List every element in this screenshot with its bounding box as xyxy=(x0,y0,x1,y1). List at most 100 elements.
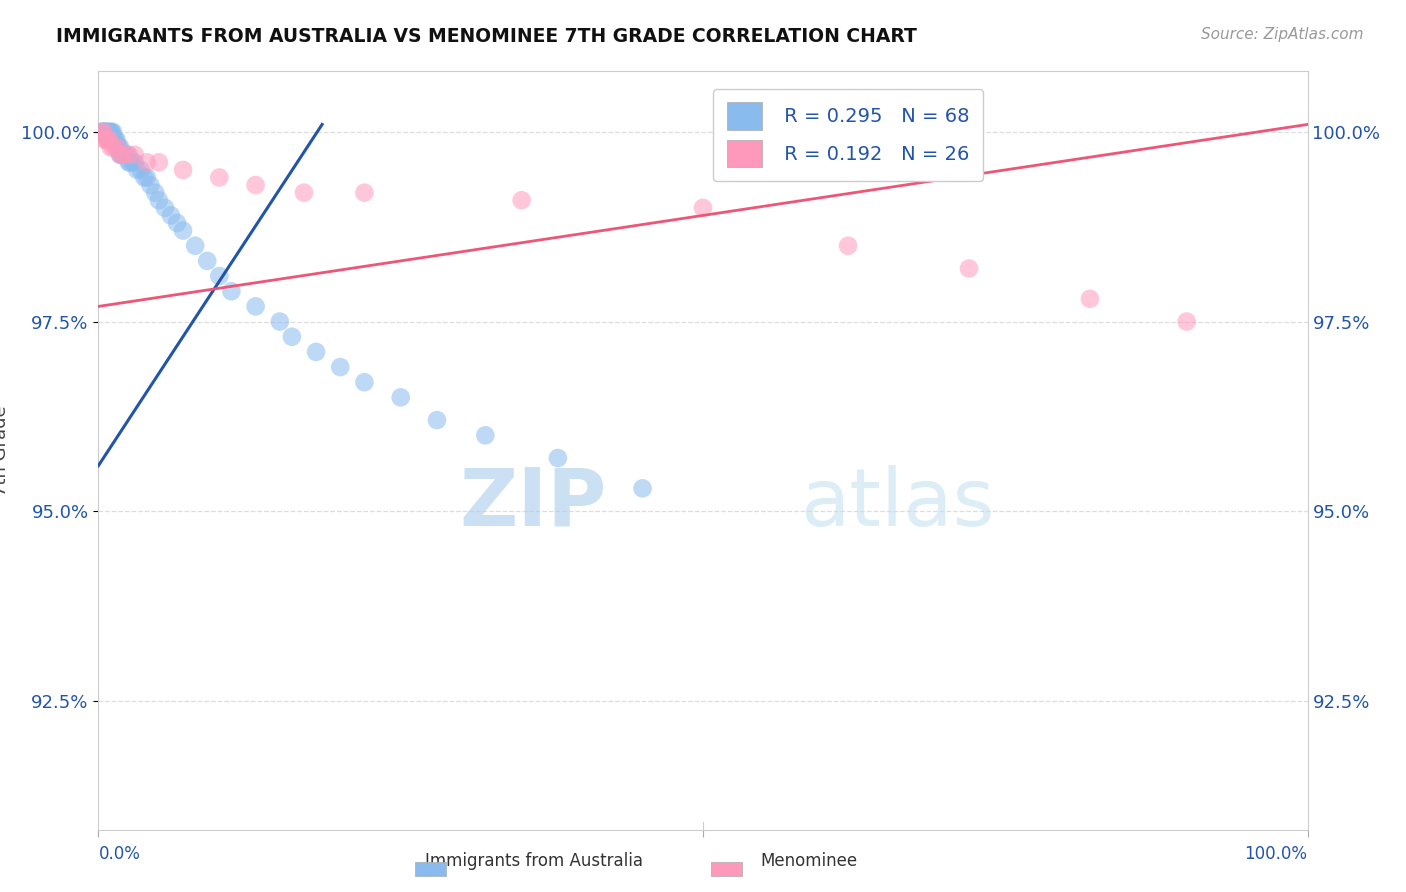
Point xyxy=(1078,292,1101,306)
Point xyxy=(93,125,115,139)
Point xyxy=(692,201,714,215)
Point xyxy=(245,300,267,314)
Point xyxy=(837,239,859,253)
Point xyxy=(100,125,122,139)
Point xyxy=(135,155,157,169)
Point xyxy=(107,140,129,154)
Point xyxy=(474,428,496,442)
Y-axis label: 7th Grade: 7th Grade xyxy=(0,405,10,496)
Point xyxy=(139,178,162,193)
Point xyxy=(124,155,146,169)
Point xyxy=(118,155,141,169)
Point xyxy=(93,125,115,139)
Point xyxy=(957,261,980,276)
Text: Source: ZipAtlas.com: Source: ZipAtlas.com xyxy=(1201,27,1364,42)
Point xyxy=(329,360,352,375)
Point xyxy=(245,178,267,193)
Point xyxy=(91,125,114,139)
Point xyxy=(104,133,127,147)
Point xyxy=(166,216,188,230)
Point xyxy=(91,125,114,139)
Point xyxy=(118,148,141,162)
Point xyxy=(172,163,194,178)
Point xyxy=(108,140,131,154)
Point xyxy=(100,125,122,139)
Point xyxy=(208,269,231,284)
Point xyxy=(117,148,139,162)
Point xyxy=(305,345,328,359)
Point xyxy=(97,125,120,139)
Point xyxy=(353,186,375,200)
Point xyxy=(281,330,304,344)
Text: Menominee: Menominee xyxy=(759,852,858,870)
Point xyxy=(91,125,114,139)
Point xyxy=(96,125,118,139)
Point xyxy=(105,133,128,147)
Point xyxy=(127,163,149,178)
Point xyxy=(124,148,146,162)
Point xyxy=(98,125,121,139)
Legend:  R = 0.295   N = 68,  R = 0.192   N = 26: R = 0.295 N = 68, R = 0.192 N = 26 xyxy=(713,88,983,181)
Point xyxy=(110,148,132,162)
Point xyxy=(114,148,136,162)
Point xyxy=(98,133,121,147)
Point xyxy=(105,140,128,154)
Point xyxy=(97,125,120,139)
Point xyxy=(153,201,176,215)
Point xyxy=(148,155,170,169)
Point xyxy=(91,125,114,139)
Point xyxy=(97,133,120,147)
Point xyxy=(108,148,131,162)
Point xyxy=(195,254,218,268)
Point xyxy=(91,125,114,139)
Point xyxy=(135,170,157,185)
Point xyxy=(94,125,117,139)
Point xyxy=(510,194,533,208)
Point xyxy=(93,133,115,147)
Point xyxy=(111,148,134,162)
Point xyxy=(111,148,134,162)
Point xyxy=(134,170,156,185)
Point xyxy=(129,163,152,178)
Point xyxy=(172,224,194,238)
Point xyxy=(208,170,231,185)
Point xyxy=(96,125,118,139)
Point xyxy=(143,186,166,200)
Point xyxy=(101,140,124,154)
Point xyxy=(90,125,112,139)
Point xyxy=(108,140,131,154)
Point xyxy=(631,482,654,496)
Point xyxy=(100,125,122,139)
Point xyxy=(148,194,170,208)
Point xyxy=(98,133,121,147)
Point xyxy=(90,125,112,139)
Point xyxy=(426,413,449,427)
Point xyxy=(91,125,114,139)
Text: Immigrants from Australia: Immigrants from Australia xyxy=(425,852,644,870)
Point xyxy=(97,133,120,147)
Point xyxy=(221,285,243,299)
Point xyxy=(269,315,291,329)
Point xyxy=(1175,315,1198,329)
Point xyxy=(91,125,114,139)
Point xyxy=(103,133,125,147)
Text: atlas: atlas xyxy=(800,465,994,542)
Point xyxy=(389,391,412,405)
Text: 0.0%: 0.0% xyxy=(98,845,141,863)
Point xyxy=(547,451,569,466)
Text: IMMIGRANTS FROM AUSTRALIA VS MENOMINEE 7TH GRADE CORRELATION CHART: IMMIGRANTS FROM AUSTRALIA VS MENOMINEE 7… xyxy=(56,27,917,45)
Point xyxy=(118,155,141,169)
Point xyxy=(100,133,122,147)
Point xyxy=(94,133,117,147)
Point xyxy=(105,140,128,154)
Point xyxy=(292,186,315,200)
Text: 100.0%: 100.0% xyxy=(1244,845,1308,863)
Point xyxy=(93,125,115,139)
Point xyxy=(100,133,122,147)
Point xyxy=(160,209,183,223)
Point xyxy=(94,125,117,139)
Point xyxy=(121,155,143,169)
Text: ZIP: ZIP xyxy=(458,465,606,542)
Point xyxy=(108,148,131,162)
Point xyxy=(101,133,124,147)
